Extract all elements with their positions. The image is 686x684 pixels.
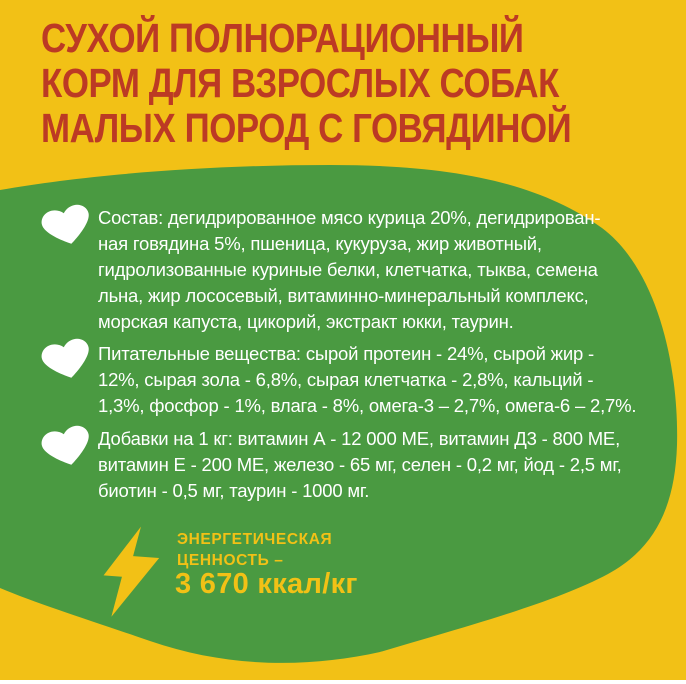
- energy-value: 3 670 ккал/кг: [175, 568, 358, 600]
- energy-label: ЭНЕРГЕТИЧЕСКАЯ ЦЕННОСТЬ –: [177, 531, 333, 569]
- heart-icon: [41, 338, 90, 380]
- nutrients-text: Питательные вещества: сырой протеин - 24…: [98, 343, 637, 416]
- heart-icon: [41, 425, 90, 467]
- bottom-white-strip: [0, 680, 686, 684]
- heart-icon: [41, 204, 90, 246]
- page-title: СУХОЙ ПОЛНОРАЦИОННЫЙ КОРМ ДЛЯ ВЗРОСЛЫХ С…: [41, 15, 572, 151]
- composition-text: Состав: дегидрированное мясо курица 20%,…: [98, 207, 601, 332]
- lightning-bolt-icon: [101, 526, 161, 618]
- additives-text: Добавки на 1 кг: витамин А - 12 000 МЕ, …: [98, 428, 622, 501]
